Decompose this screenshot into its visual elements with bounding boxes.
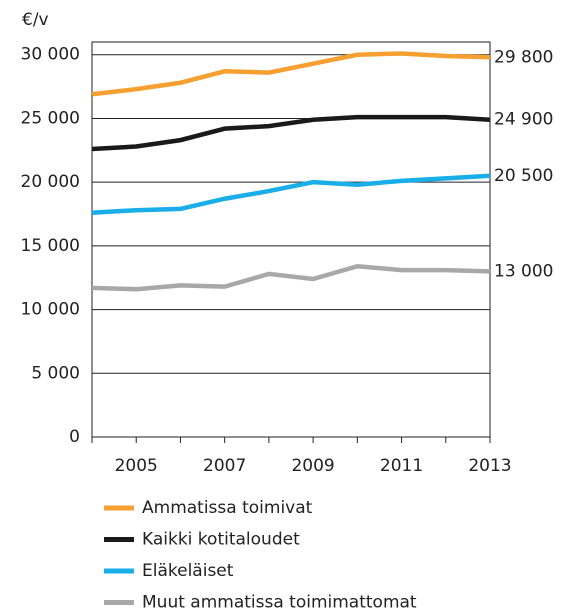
y-axis-label: €/v xyxy=(22,10,49,30)
value-label: 20 500 xyxy=(494,166,553,186)
value-label: 13 000 xyxy=(494,261,553,281)
y-tick-label: 30 000 xyxy=(21,45,80,65)
legend-label: Eläkeläiset xyxy=(142,561,234,581)
legend-label: Ammatissa toimivat xyxy=(142,498,313,518)
x-tick-label: 2007 xyxy=(203,456,246,476)
y-tick-label: 0 xyxy=(69,427,80,447)
series-line xyxy=(91,51,491,97)
x-tick-label: 2005 xyxy=(115,456,158,476)
y-tick-label: 20 000 xyxy=(21,172,80,192)
series-line xyxy=(91,263,491,292)
y-tick-label: 15 000 xyxy=(21,236,80,256)
y-tick-label: 25 000 xyxy=(21,108,80,128)
legend-label: Kaikki kotitaloudet xyxy=(142,530,300,550)
x-tick-label: 2013 xyxy=(468,456,511,476)
y-tick-label: 10 000 xyxy=(21,300,80,320)
y-tick-label: 5 000 xyxy=(31,363,80,383)
series-line xyxy=(91,114,491,152)
x-tick-label: 2011 xyxy=(380,456,423,476)
x-tick-label: 2009 xyxy=(291,456,334,476)
value-label: 29 800 xyxy=(494,47,553,67)
plot-frame xyxy=(91,41,491,438)
value-label: 24 900 xyxy=(494,110,553,130)
legend-label: Muut ammatissa toimimattomat xyxy=(142,593,417,613)
series-line xyxy=(91,173,491,215)
